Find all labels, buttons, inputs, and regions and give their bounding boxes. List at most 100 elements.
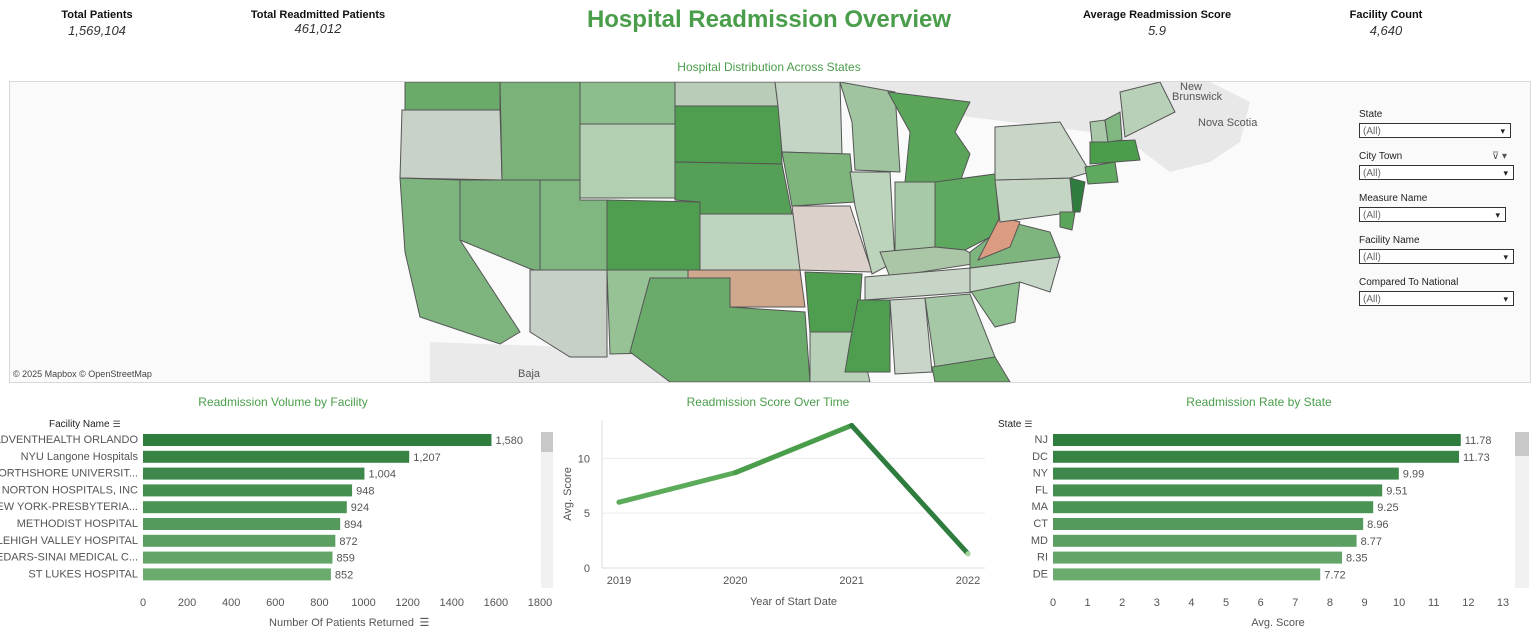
x-axis-title: Number Of Patients Returned — [269, 617, 414, 629]
x-tick-label: 1800 — [528, 597, 552, 609]
bar[interactable] — [1053, 434, 1461, 446]
bar-value-label: 7.72 — [1324, 569, 1345, 581]
bar-category-label: RI — [1037, 552, 1048, 564]
page-title: Hospital Readmission Overview — [586, 6, 952, 33]
bar[interactable] — [143, 568, 331, 581]
state-ny[interactable] — [994, 121, 1091, 181]
facility-column-header[interactable]: Facility Name ☰ — [49, 419, 121, 430]
bar-category-label: NYU Langone Hospitals — [21, 451, 139, 463]
facility-name-select[interactable]: (All) — [1359, 249, 1514, 265]
map-label-new: New — [1180, 82, 1202, 93]
bar[interactable] — [1053, 484, 1383, 497]
state-scroll-thumb[interactable] — [1515, 432, 1529, 456]
sort-icon[interactable]: ☰ — [112, 419, 121, 429]
state-nd[interactable] — [674, 82, 779, 107]
city-town-select[interactable]: (All) — [1359, 165, 1514, 181]
state-al[interactable] — [889, 297, 933, 375]
x-tick-label: 2021 — [839, 575, 863, 587]
state-wa[interactable] — [404, 82, 501, 111]
state-scrollbar[interactable] — [1515, 432, 1529, 588]
state-md[interactable] — [1059, 211, 1076, 231]
bar-value-label: 872 — [339, 536, 357, 548]
state-select[interactable]: (All) — [1359, 123, 1511, 139]
state-wi[interactable] — [839, 82, 901, 173]
compared-to-national-select[interactable]: (All) — [1359, 291, 1514, 307]
map-label-brunswick: Brunswick — [1172, 91, 1223, 103]
state-ct[interactable] — [1084, 161, 1119, 185]
state-ma[interactable] — [1089, 139, 1141, 165]
bar[interactable] — [1053, 551, 1343, 564]
state-wv[interactable] — [976, 216, 1021, 261]
facility-scroll-thumb[interactable] — [541, 432, 553, 452]
state-wy[interactable] — [579, 123, 676, 199]
state-bar-chart[interactable]: NJ 11.78 DC 11.73 NY 9.99 FL 9.51 MA 9.25 CT 8.96 MD… — [995, 430, 1520, 633]
state-ia[interactable] — [781, 151, 856, 207]
line-point[interactable] — [616, 499, 622, 505]
filter-label: City Town — [1359, 151, 1403, 162]
bar-value-label: 1,580 — [495, 435, 523, 447]
bar[interactable] — [1053, 568, 1321, 581]
state-map[interactable]: New Brunswick Nova Scotia Baja © 2025 Ma… — [9, 81, 1531, 383]
kpi-total-patients: Total Patients 1,569,104 — [55, 9, 139, 38]
filter-panel: State (All) City Town ⊽ ▾ (All) Measure … — [1359, 109, 1519, 319]
bar[interactable] — [143, 518, 341, 530]
bar[interactable] — [1053, 501, 1374, 514]
filter-label: Facility Name — [1359, 235, 1420, 246]
bar-value-label: 9.99 — [1403, 469, 1424, 481]
bar[interactable] — [143, 484, 353, 497]
map-attribution[interactable]: © 2025 Mapbox © OpenStreetMap — [13, 369, 152, 379]
x-tick-label: 10 — [1393, 597, 1405, 609]
state-mn[interactable] — [774, 82, 843, 155]
bar[interactable] — [143, 467, 365, 480]
state-id[interactable] — [499, 82, 586, 181]
facility-header-label: Facility Name — [49, 419, 110, 430]
measure-name-select[interactable]: (All) — [1359, 207, 1506, 223]
bar[interactable] — [143, 501, 347, 514]
facility-scrollbar[interactable] — [541, 432, 553, 588]
bar[interactable] — [143, 551, 333, 564]
x-tick-label: 2022 — [956, 575, 980, 587]
line-point[interactable] — [965, 551, 971, 557]
state-me[interactable] — [1119, 82, 1176, 138]
sort-icon[interactable]: ☰ — [1024, 419, 1033, 429]
state-nh[interactable] — [1104, 111, 1123, 143]
state-il[interactable] — [849, 171, 896, 275]
state-az[interactable] — [529, 269, 608, 358]
filter-label: Measure Name — [1359, 193, 1428, 204]
bar[interactable] — [143, 434, 492, 446]
bar-value-label: 9.25 — [1377, 502, 1398, 514]
line-point[interactable] — [732, 470, 738, 476]
x-tick-label: 800 — [310, 597, 328, 609]
bar[interactable] — [1053, 467, 1399, 480]
score-line-chart[interactable]: 0 5 10 2019 2020 2021 2022 Year of Start Date Av… — [555, 410, 995, 610]
line-chart-title: Readmission Score Over Time — [686, 395, 850, 409]
bar[interactable] — [1053, 518, 1364, 530]
state-fl[interactable] — [931, 356, 1011, 382]
filter-city-town: City Town ⊽ ▾ (All) — [1359, 151, 1519, 181]
x-tick-label: 2 — [1119, 597, 1125, 609]
line-point[interactable] — [849, 422, 855, 428]
state-tx[interactable] — [629, 277, 811, 382]
facility-bar-chart[interactable]: ADVENTHEALTH ORLANDO 1,580 NYU Langone Hos… — [0, 430, 555, 633]
state-mi[interactable] — [887, 91, 971, 183]
state-sd[interactable] — [674, 105, 783, 165]
state-ms[interactable] — [844, 299, 891, 373]
bar[interactable] — [143, 450, 410, 463]
map-canvas[interactable]: New Brunswick Nova Scotia Baja — [10, 82, 1530, 382]
state-nj[interactable] — [1069, 177, 1086, 213]
bar[interactable] — [1053, 534, 1357, 547]
bar[interactable] — [143, 534, 336, 547]
bar-value-label: 11.78 — [1465, 435, 1492, 447]
kpi-facility-count: Facility Count 4,640 — [1344, 9, 1428, 38]
bar-value-label: 8.77 — [1361, 536, 1382, 548]
bar[interactable] — [1053, 450, 1460, 463]
state-co[interactable] — [606, 199, 701, 271]
state-in[interactable] — [894, 181, 936, 258]
x-tick-label: 2020 — [723, 575, 747, 587]
state-ks[interactable] — [699, 213, 801, 271]
state-oh[interactable] — [934, 173, 1001, 251]
state-header-label: State — [998, 419, 1022, 430]
state-or[interactable] — [399, 109, 503, 181]
state-column-header[interactable]: State ☰ — [998, 419, 1032, 430]
filter-funnel-icon[interactable]: ⊽ ▾ — [1491, 151, 1507, 162]
